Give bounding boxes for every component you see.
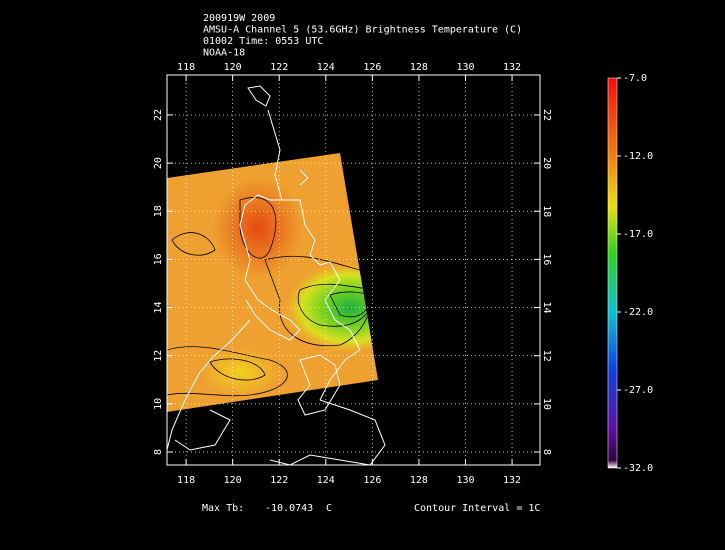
warm-area bbox=[213, 178, 303, 278]
lat-label: 10 bbox=[541, 398, 552, 410]
colorbar-label: -17.0 bbox=[623, 229, 653, 240]
lon-label: 126 bbox=[363, 62, 381, 73]
map-frame bbox=[166, 74, 541, 466]
lat-label: 20 bbox=[153, 157, 164, 169]
lon-label: 128 bbox=[410, 62, 428, 73]
lat-label: 16 bbox=[153, 253, 164, 265]
lon-label: 118 bbox=[177, 62, 195, 73]
colorbar-ticks: -7.0 -12.0 -17.0 -22.0 -27.0 -32.0 bbox=[617, 73, 653, 474]
colorbar-label: -12.0 bbox=[623, 151, 653, 162]
mild-area bbox=[200, 347, 280, 397]
lon-label: 126 bbox=[363, 475, 381, 486]
graticule: 1181181201201221221241241261261281281301… bbox=[153, 62, 552, 486]
colorbar-label: -27.0 bbox=[623, 385, 653, 396]
colorbar-label: -7.0 bbox=[623, 73, 647, 84]
cold-area bbox=[285, 263, 378, 353]
colorbar-label: -22.0 bbox=[623, 307, 653, 318]
header-line: AMSU-A Channel 5 (53.6GHz) Brightness Te… bbox=[203, 25, 522, 36]
lat-label: 8 bbox=[541, 449, 552, 455]
max-tb-unit: C bbox=[326, 503, 332, 514]
lon-label: 124 bbox=[317, 62, 335, 73]
lat-label: 16 bbox=[541, 253, 552, 265]
lon-label: 132 bbox=[503, 475, 521, 486]
lat-label: 18 bbox=[541, 205, 552, 217]
lat-label: 14 bbox=[541, 302, 552, 314]
lat-label: 22 bbox=[541, 109, 552, 121]
lat-label: 22 bbox=[153, 109, 164, 121]
header-line: NOAA-18 bbox=[203, 48, 245, 59]
lat-label: 12 bbox=[153, 350, 164, 362]
lat-label: 12 bbox=[541, 350, 552, 362]
swath bbox=[167, 153, 378, 412]
contour-interval: Contour Interval = 1C bbox=[414, 503, 540, 514]
lon-label: 120 bbox=[224, 62, 242, 73]
header-line: 200919W 2009 bbox=[203, 13, 275, 24]
max-tb-label: Max Tb: bbox=[202, 503, 244, 514]
lon-label: 132 bbox=[503, 62, 521, 73]
lon-label: 124 bbox=[317, 475, 335, 486]
lat-label: 10 bbox=[153, 398, 164, 410]
header-line: 01002 Time: 0553 UTC bbox=[203, 36, 323, 47]
lon-label: 120 bbox=[224, 475, 242, 486]
lon-label: 122 bbox=[270, 475, 288, 486]
max-tb-value: -10.0743 bbox=[265, 503, 313, 514]
lat-label: 20 bbox=[541, 157, 552, 169]
lat-label: 18 bbox=[153, 205, 164, 217]
lon-label: 122 bbox=[270, 62, 288, 73]
lat-label: 14 bbox=[153, 302, 164, 314]
colorbar-label: -32.0 bbox=[623, 463, 653, 474]
lat-label: 8 bbox=[153, 449, 164, 455]
lon-label: 130 bbox=[456, 475, 474, 486]
lon-label: 118 bbox=[177, 475, 195, 486]
lon-label: 128 bbox=[410, 475, 428, 486]
colorbar bbox=[607, 77, 618, 469]
lon-label: 130 bbox=[456, 62, 474, 73]
